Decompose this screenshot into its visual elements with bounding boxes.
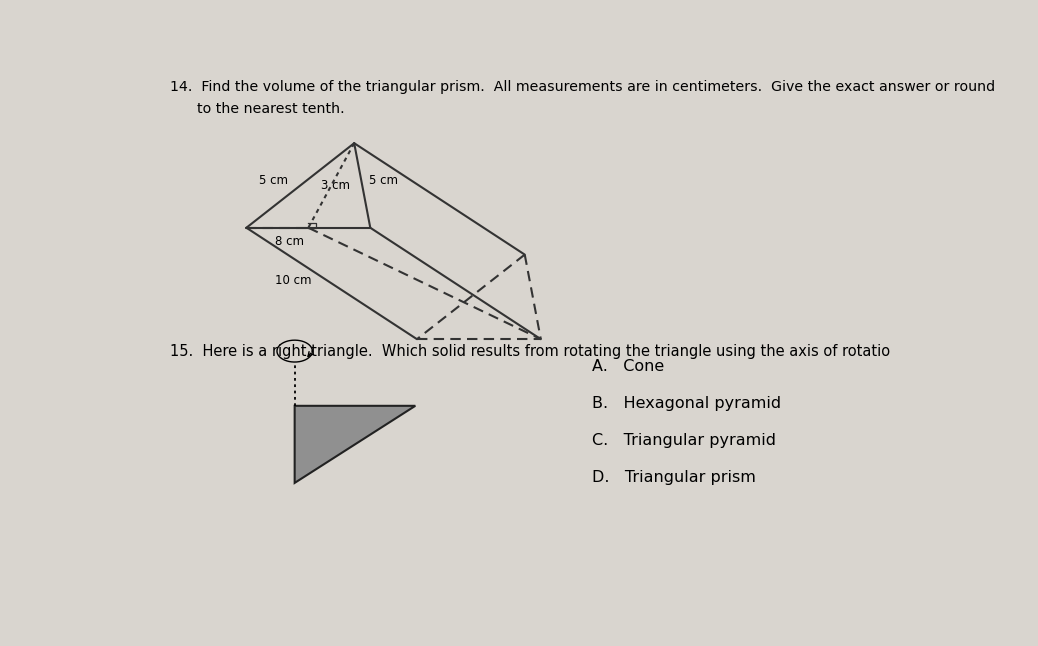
Text: 14.  Find the volume of the triangular prism.  All measurements are in centimete: 14. Find the volume of the triangular pr… <box>170 80 995 94</box>
Text: A.   Cone: A. Cone <box>593 359 664 373</box>
Text: 10 cm: 10 cm <box>275 275 311 287</box>
Text: D.   Triangular prism: D. Triangular prism <box>593 470 757 486</box>
Text: 15.  Here is a right triangle.  Which solid results from rotating the triangle u: 15. Here is a right triangle. Which soli… <box>170 344 891 359</box>
Text: B.   Hexagonal pyramid: B. Hexagonal pyramid <box>593 396 782 411</box>
Text: 3 cm: 3 cm <box>321 179 350 192</box>
Text: C.   Triangular pyramid: C. Triangular pyramid <box>593 433 776 448</box>
Text: to the nearest tenth.: to the nearest tenth. <box>170 103 345 116</box>
Text: 5 cm: 5 cm <box>260 174 289 187</box>
Polygon shape <box>295 406 415 483</box>
Text: 5 cm: 5 cm <box>368 174 398 187</box>
Text: 8 cm: 8 cm <box>275 235 304 248</box>
